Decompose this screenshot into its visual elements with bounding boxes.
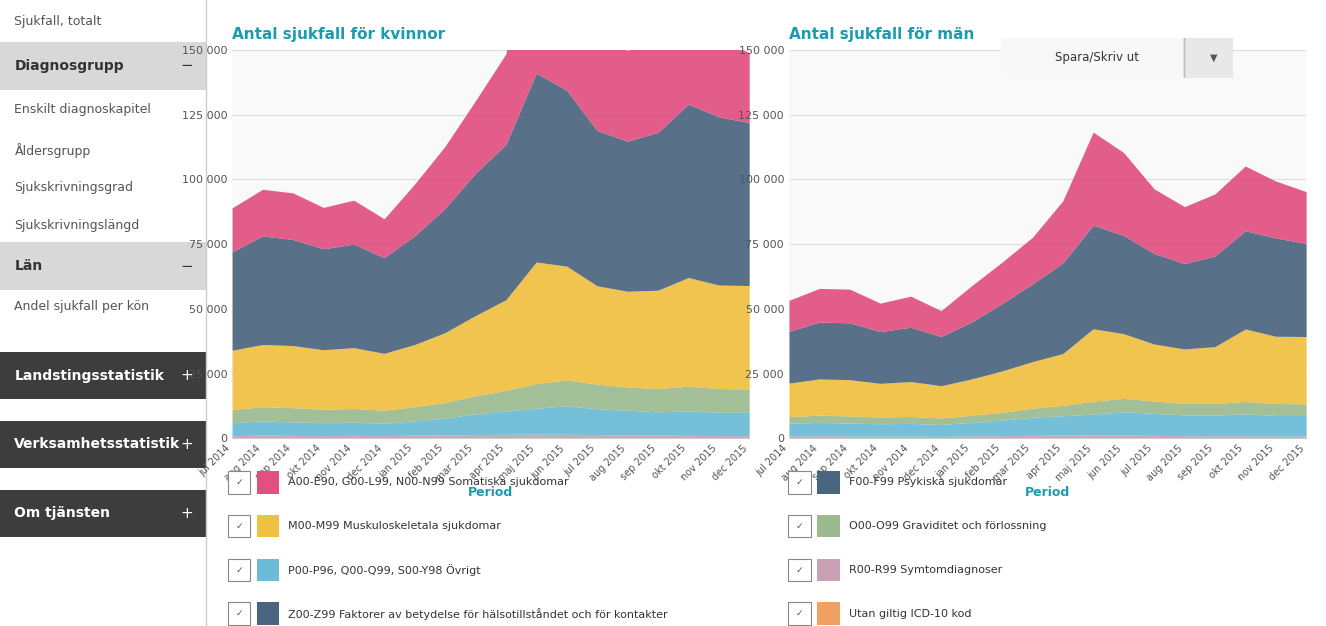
Text: Andel sjukfall per kön: Andel sjukfall per kön (15, 300, 150, 313)
Text: P00-P96, Q00-Q99, S00-Y98 Övrigt: P00-P96, Q00-Q99, S00-Y98 Övrigt (289, 564, 481, 576)
Bar (228, 602, 251, 625)
Bar (817, 515, 839, 538)
FancyBboxPatch shape (992, 36, 1203, 80)
Text: ✓: ✓ (796, 521, 804, 531)
Text: ✓: ✓ (236, 565, 243, 575)
Bar (257, 558, 280, 582)
Bar (0, 242, 206, 290)
Text: Län: Län (15, 259, 42, 273)
Text: Landstingsstatistik: Landstingsstatistik (15, 369, 164, 382)
X-axis label: Period: Period (468, 486, 513, 500)
Bar (0, 42, 206, 90)
Bar (817, 602, 839, 625)
Text: M00-M99 Muskuloskeletala sjukdomar: M00-M99 Muskuloskeletala sjukdomar (289, 521, 501, 531)
Text: F00-F99 Psykiska sjukdomar: F00-F99 Psykiska sjukdomar (849, 477, 1006, 487)
Bar (817, 471, 839, 494)
Bar (228, 471, 251, 494)
Bar (788, 558, 810, 582)
Text: Spara/Skriv ut: Spara/Skriv ut (1055, 51, 1139, 64)
Text: Åldersgrupp: Åldersgrupp (15, 143, 90, 158)
Text: ✓: ✓ (796, 609, 804, 618)
Bar (788, 602, 810, 625)
Text: Utan giltig ICD-10 kod: Utan giltig ICD-10 kod (849, 608, 971, 618)
Text: ▼: ▼ (1209, 53, 1217, 63)
Bar (228, 515, 251, 538)
Text: Sjukskrivningslängd: Sjukskrivningslängd (15, 219, 139, 232)
Text: O00-O99 Graviditet och förlossning: O00-O99 Graviditet och förlossning (849, 521, 1046, 531)
Bar (0, 421, 206, 468)
Text: Om tjänsten: Om tjänsten (15, 506, 110, 520)
Text: A00-E90, G00-L99, N00-N99 Somatiska sjukdomar: A00-E90, G00-L99, N00-N99 Somatiska sjuk… (289, 477, 569, 487)
Text: −: − (180, 58, 194, 73)
Bar (817, 558, 839, 582)
Text: +: + (180, 437, 194, 452)
Bar (0, 352, 206, 399)
Text: Diagnosgrupp: Diagnosgrupp (15, 59, 125, 73)
Text: ✓: ✓ (236, 609, 243, 618)
Text: ✓: ✓ (796, 565, 804, 575)
Text: Enskilt diagnoskapitel: Enskilt diagnoskapitel (15, 103, 151, 116)
Text: −: − (180, 259, 194, 274)
Text: R00-R99 Symtomdiagnoser: R00-R99 Symtomdiagnoser (849, 565, 1002, 575)
X-axis label: Period: Period (1025, 486, 1070, 500)
Text: ✓: ✓ (796, 478, 804, 487)
Text: ✓: ✓ (236, 478, 243, 487)
FancyBboxPatch shape (1184, 36, 1242, 80)
Bar (257, 602, 280, 625)
Text: +: + (180, 368, 194, 383)
Bar (257, 515, 280, 538)
Text: Sjukfall, totalt: Sjukfall, totalt (15, 16, 102, 28)
Text: Antal sjukfall för kvinnor: Antal sjukfall för kvinnor (232, 27, 446, 42)
Bar (257, 471, 280, 494)
Text: Sjukskrivningsgrad: Sjukskrivningsgrad (15, 182, 134, 194)
Bar (228, 558, 251, 582)
Bar (788, 471, 810, 494)
Text: Z00-Z99 Faktorer av betydelse för hälsotillståndet och för kontakter: Z00-Z99 Faktorer av betydelse för hälsot… (289, 608, 668, 620)
Bar (0, 490, 206, 537)
Text: Verksamhetsstatistik: Verksamhetsstatistik (15, 438, 180, 451)
Text: ✓: ✓ (236, 521, 243, 531)
Bar (788, 515, 810, 538)
Text: Antal sjukfall för män: Antal sjukfall för män (789, 27, 975, 42)
Text: +: + (180, 506, 194, 521)
